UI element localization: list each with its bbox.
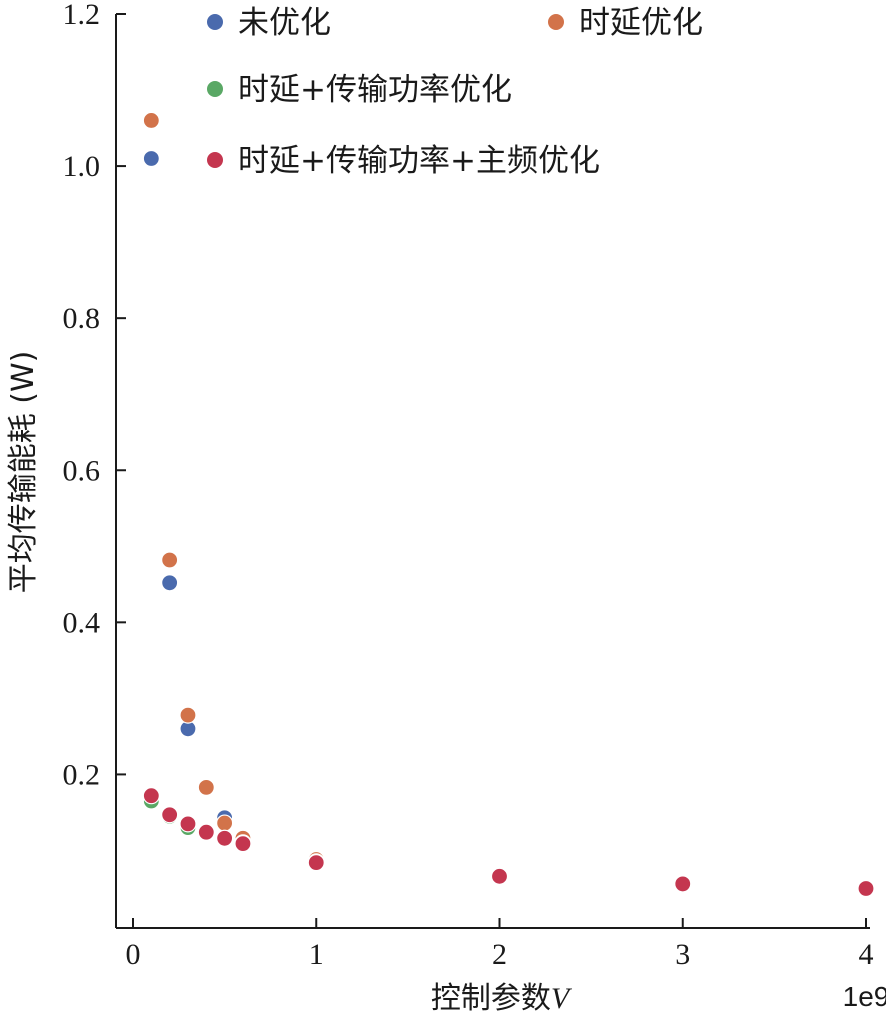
data-point: [197, 778, 215, 796]
x-ticks: 0 1 2 3 4: [126, 918, 874, 971]
y-tick-label: 0.8: [63, 302, 101, 335]
legend-item: 时延+传输功率+主频优化: [207, 143, 600, 179]
legend-item: 未优化: [207, 5, 331, 41]
series-2: [142, 111, 875, 898]
legend-label: 时延优化: [579, 5, 703, 41]
x-tick-label: 3: [675, 938, 690, 971]
legend-item: 时延优化: [548, 5, 703, 41]
data-point: [307, 854, 325, 872]
data-point: [216, 829, 234, 847]
data-point: [197, 823, 215, 841]
legend-label: 时延+传输功率+主频优化: [238, 143, 600, 179]
series-1: [142, 149, 875, 898]
legend-marker: [207, 152, 223, 168]
x-tick-label: 1: [309, 938, 324, 971]
data-point: [161, 806, 179, 824]
data-point: [674, 875, 692, 893]
data-points: [142, 111, 875, 898]
legend-label: 未优化: [238, 5, 331, 41]
legend-marker: [548, 14, 564, 30]
x-axis-exponent-label: 1e9: [843, 981, 886, 1012]
y-tick-label: 1.2: [63, 0, 101, 31]
data-point: [490, 867, 509, 885]
series-4: [142, 787, 875, 898]
y-tick-label: 0.4: [63, 606, 101, 639]
x-axis-title-text: 控制参数: [431, 981, 551, 1016]
data-point: [161, 574, 179, 592]
data-point: [234, 835, 252, 853]
data-point: [216, 814, 234, 832]
legend-marker: [207, 81, 223, 97]
data-point: [179, 815, 197, 833]
y-tick-label: 0.2: [63, 758, 101, 791]
data-point: [161, 551, 179, 569]
data-point: [179, 706, 197, 724]
x-tick-label: 4: [859, 938, 874, 971]
data-point: [142, 111, 160, 130]
series-3: [142, 792, 875, 898]
data-point: [142, 787, 160, 805]
legend-marker: [207, 14, 223, 30]
data-point: [142, 149, 160, 168]
y-tick-label: 1.0: [63, 150, 101, 183]
y-axis-title: 平均传输能耗 (W): [6, 351, 41, 594]
x-axis-title: 控制参数V: [431, 981, 573, 1016]
legend-label: 时延+传输功率优化: [238, 72, 512, 108]
y-ticks: 0.2 0.4 0.6 0.8 1.0 1.2: [63, 0, 126, 791]
x-tick-label: 0: [126, 938, 141, 971]
x-tick-label: 2: [492, 938, 507, 971]
legend-item: 时延+传输功率优化: [207, 72, 512, 108]
data-point: [857, 879, 875, 898]
y-tick-label: 0.6: [63, 454, 101, 487]
x-axis-title-variable: V: [551, 982, 573, 1015]
